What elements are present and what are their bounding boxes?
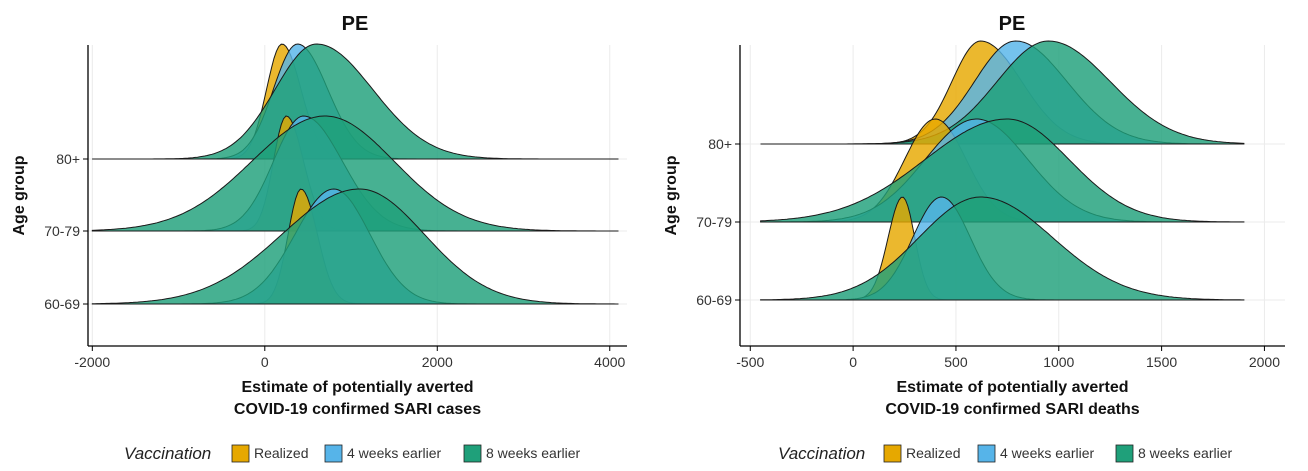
legend-swatch-8-weeks-earlier [463, 444, 482, 463]
y-axis-label: Age group [11, 155, 28, 235]
legend-label: 8 weeks earlier [486, 445, 580, 461]
ridge-8-weeks-earlier-80+ [92, 43, 619, 160]
x-tick-label: 2000 [422, 354, 453, 370]
legend-swatch-4-weeks-earlier [977, 444, 996, 463]
legend-swatch-realized [883, 444, 902, 463]
x-tick-label: 2000 [1249, 354, 1280, 370]
legend-label: 4 weeks earlier [1000, 445, 1094, 461]
ridge-8-weeks-earlier-80+ [760, 40, 1245, 145]
panel-deaths: -500 0 500 1000 1500 2000 60-69 70-79 80+ PE Age g… [663, 13, 1285, 418]
y-tick-label: 70-79 [44, 223, 80, 239]
legend-title: Vaccination [124, 444, 211, 463]
x-tick-label: 0 [849, 354, 857, 370]
x-tick-label: 1000 [1043, 354, 1074, 370]
legend-label: Realized [254, 445, 308, 461]
ridge-8-weeks-earlier-70-79 [760, 118, 1245, 223]
y-tick-label: 80+ [708, 136, 732, 152]
x-tick-label: 0 [261, 354, 269, 370]
legend-swatch-4-weeks-earlier [324, 444, 343, 463]
legend-swatch-8-weeks-earlier [1115, 444, 1134, 463]
x-axis-label-line: Estimate of potentially averted [241, 379, 473, 396]
panel-title: PE [999, 13, 1026, 35]
panel-title: PE [342, 13, 369, 35]
legend-label: 8 weeks earlier [1138, 445, 1232, 461]
legend-deaths: Vaccination Realized 4 weeks earlier 8 week… [778, 444, 1232, 463]
ridge-8-weeks-earlier-70-79 [91, 115, 619, 232]
y-tick-label: 80+ [56, 151, 80, 167]
y-axis-label: Age group [663, 155, 680, 235]
x-tick-label: -2000 [74, 354, 110, 370]
legend-cases: Vaccination Realized 4 weeks earlier 8 week… [124, 444, 580, 463]
ridge-8-weeks-earlier-60-69 [91, 188, 619, 305]
x-axis-label-line: COVID-19 confirmed SARI cases [234, 401, 481, 418]
legend-label: Realized [906, 445, 960, 461]
x-tick-label: -500 [736, 354, 764, 370]
x-axis-label-line: Estimate of potentially averted [896, 379, 1128, 396]
y-tick-label: 60-69 [696, 292, 732, 308]
legend-swatch-realized [231, 444, 250, 463]
x-tick-label: 1500 [1146, 354, 1177, 370]
x-tick-label: 500 [944, 354, 968, 370]
panel-cases: -2000 0 2000 4000 60-69 70-79 80+ PE Age group Es… [11, 13, 627, 418]
x-axis-label-line: COVID-19 confirmed SARI deaths [885, 401, 1139, 418]
ridge-8-weeks-earlier-60-69 [760, 196, 1245, 301]
y-tick-label: 60-69 [44, 296, 80, 312]
y-tick-label: 70-79 [696, 214, 732, 230]
legend-title: Vaccination [778, 444, 865, 463]
x-tick-label: 4000 [594, 354, 625, 370]
legend-label: 4 weeks earlier [347, 445, 441, 461]
